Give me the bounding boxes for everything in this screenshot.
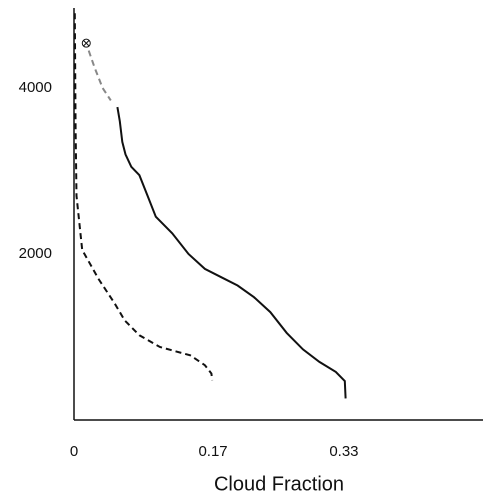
x-tick-label: 0.17 xyxy=(198,443,227,460)
data-line xyxy=(73,13,214,381)
y-tick-label: 2000 xyxy=(19,245,52,262)
point-marker xyxy=(81,38,91,48)
x-tick-label: 0.33 xyxy=(329,443,358,460)
y-tick-label: 4000 xyxy=(19,79,52,96)
x-tick-label: 0 xyxy=(70,443,78,460)
data-line xyxy=(116,106,347,399)
x-axis-label: Cloud Fraction xyxy=(214,473,344,495)
data-line xyxy=(87,50,112,101)
